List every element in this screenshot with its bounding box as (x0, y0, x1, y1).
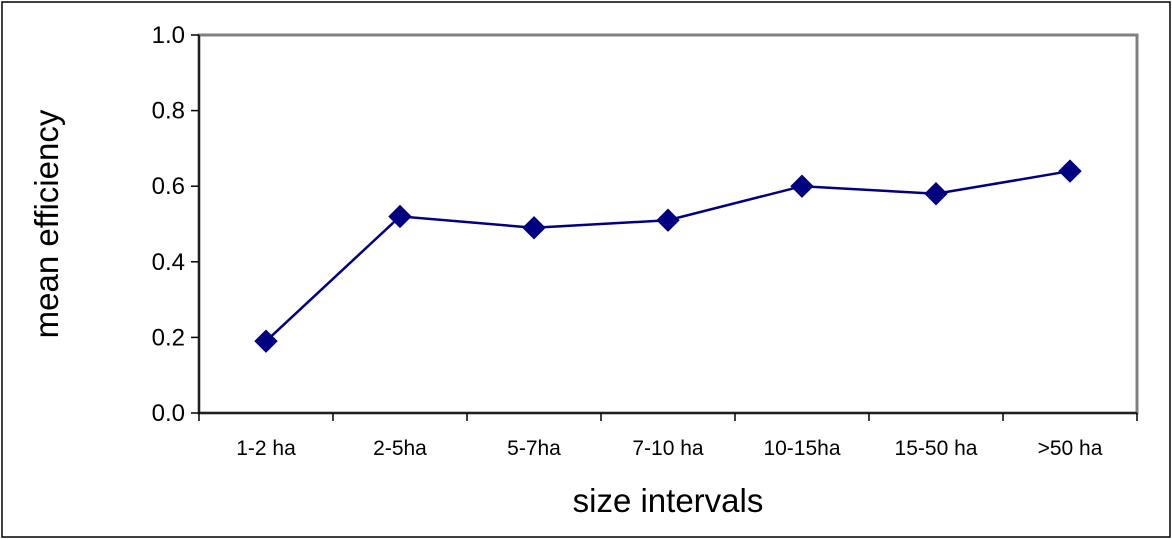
x-tick-label: >50 ha (1038, 437, 1103, 460)
y-axis-ticks: 0.0 0.2 0.4 0.6 0.8 1.0 (152, 22, 199, 427)
y-tick-label: 0.4 (152, 249, 185, 276)
x-axis-title: size intervals (573, 482, 764, 519)
data-point-marker (1058, 159, 1082, 183)
series-layer (254, 159, 1082, 353)
data-point-marker (790, 174, 814, 198)
x-tick-label: 15-50 ha (895, 437, 978, 460)
x-tick-label: 2-5ha (373, 437, 427, 460)
x-tick-label: 7-10 ha (632, 437, 704, 460)
y-axis-title: mean efficiency (28, 109, 65, 338)
data-point-marker (522, 216, 546, 240)
y-tick-label: 0.2 (152, 324, 185, 351)
x-tick-label: 1-2 ha (236, 437, 296, 460)
y-tick-label: 0.6 (152, 173, 185, 200)
x-axis-ticks: 1-2 ha 2-5ha 5-7ha 7-10 ha 10-15ha 15-50 ha >5… (198, 413, 1138, 460)
x-tick-label: 5-7ha (507, 437, 561, 460)
data-point-marker (656, 208, 680, 232)
data-point-marker (924, 182, 948, 206)
data-point-marker (388, 204, 412, 229)
data-point-marker (254, 329, 278, 353)
y-tick-label: 1.0 (152, 22, 185, 49)
y-tick-label: 0.0 (152, 400, 185, 427)
y-tick-label: 0.8 (152, 98, 185, 125)
x-tick-label: 10-15ha (763, 437, 840, 460)
